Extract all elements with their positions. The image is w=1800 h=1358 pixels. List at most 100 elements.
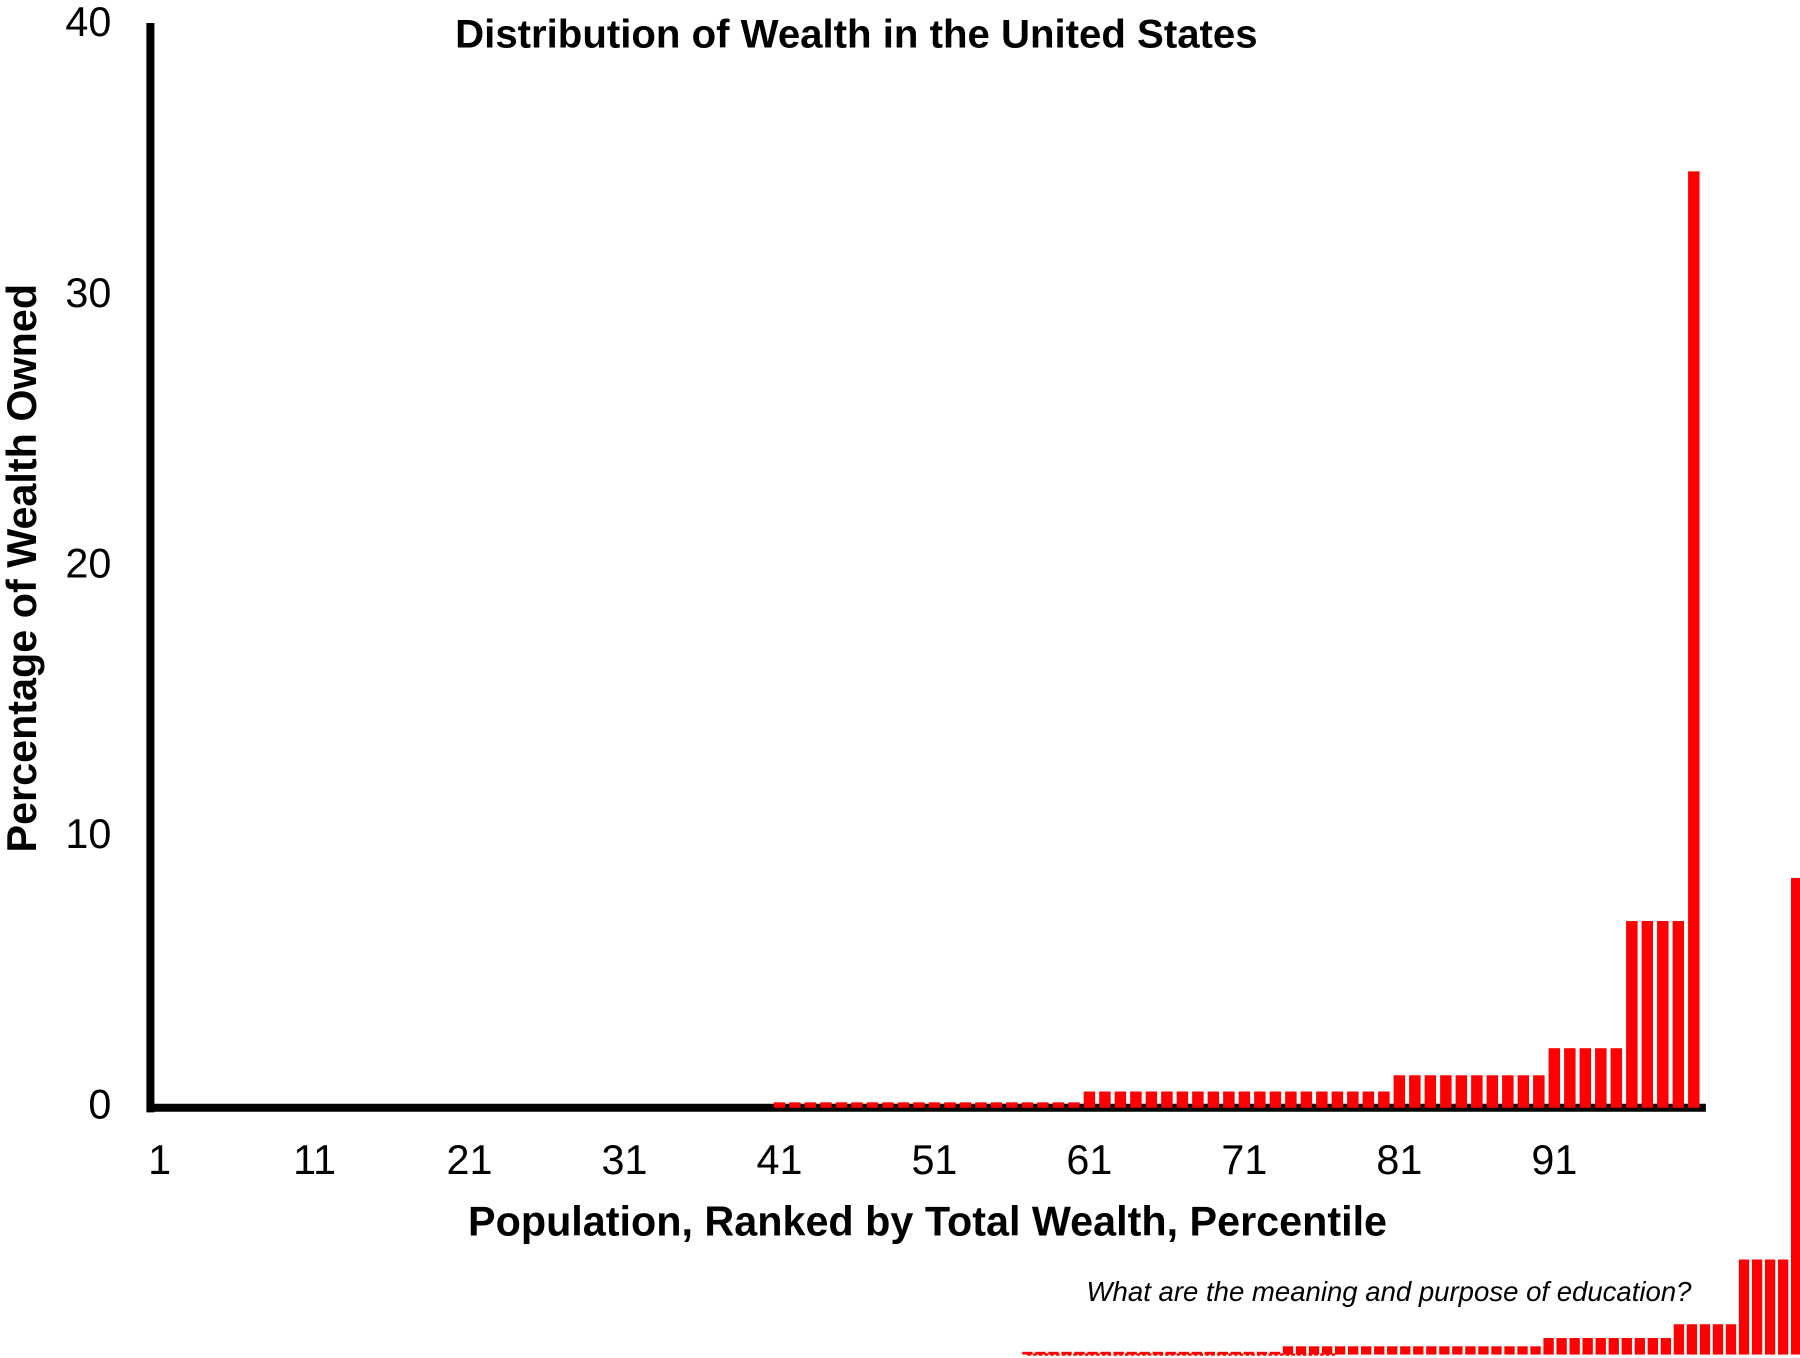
- inset-bar: [1100, 1351, 1111, 1355]
- bar: [1316, 1091, 1328, 1108]
- inset-bar: [1321, 1346, 1333, 1355]
- bar: [1641, 921, 1654, 1108]
- inset-bar: [1061, 1351, 1072, 1355]
- bar: [1192, 1091, 1204, 1108]
- bar: [1672, 921, 1685, 1108]
- bar: [1037, 1102, 1049, 1108]
- inset-bar: [1660, 1338, 1672, 1355]
- inset-bar: [1582, 1338, 1593, 1355]
- bar: [1626, 921, 1638, 1108]
- x-tick-label: 71: [1221, 1137, 1267, 1183]
- bar: [1548, 1048, 1561, 1108]
- inset-bar: [1074, 1351, 1085, 1355]
- inset-chart: [1022, 877, 1800, 1355]
- inset-bar: [1230, 1351, 1242, 1355]
- inset-bar: [1738, 1259, 1750, 1355]
- inset-bar: [1569, 1338, 1580, 1355]
- inset-bar: [1556, 1338, 1567, 1355]
- inset-bar: [1269, 1351, 1281, 1355]
- inset-bar: [1413, 1346, 1424, 1355]
- bar: [1161, 1091, 1173, 1108]
- inset-bar: [1165, 1351, 1176, 1355]
- inset-bar: [1595, 1338, 1606, 1355]
- inset-bar: [1113, 1351, 1124, 1355]
- bar: [1579, 1048, 1592, 1108]
- bar: [1455, 1075, 1468, 1108]
- inset-bar: [1139, 1351, 1150, 1355]
- bar: [1517, 1075, 1530, 1108]
- inset-bar: [1777, 1259, 1789, 1355]
- bar: [820, 1102, 832, 1108]
- inset-bar: [1517, 1346, 1528, 1355]
- inset-bar: [1426, 1346, 1437, 1355]
- inset-bar: [1725, 1324, 1737, 1355]
- bar: [913, 1102, 925, 1108]
- bar: [789, 1102, 801, 1108]
- inset-bar: [1243, 1351, 1255, 1355]
- inset-bar: [1530, 1346, 1541, 1355]
- bar: [1393, 1075, 1406, 1108]
- bar: [1083, 1091, 1096, 1108]
- inset-bar: [1491, 1346, 1502, 1355]
- inset-bar: [1295, 1346, 1307, 1355]
- bar: [1130, 1091, 1142, 1108]
- inset-bar: [1465, 1346, 1476, 1355]
- inset-bar: [1282, 1346, 1294, 1355]
- inset-bar: [1686, 1324, 1698, 1355]
- bar: [1068, 1102, 1080, 1108]
- bar: [1099, 1091, 1111, 1108]
- inset-bar: [1751, 1259, 1763, 1355]
- inset-bar: [1439, 1346, 1450, 1355]
- inset-bar: [1712, 1324, 1724, 1355]
- bar: [1006, 1102, 1018, 1108]
- y-axis-title: Percentage of Wealth Owned: [0, 284, 45, 853]
- inset-bar: [1334, 1346, 1346, 1355]
- y-tick-label: 20: [65, 540, 111, 586]
- bar: [1502, 1075, 1514, 1108]
- bar: [1362, 1091, 1375, 1108]
- y-tick-label: 30: [65, 270, 111, 316]
- inset-bar: [1048, 1351, 1059, 1355]
- inset-bar: [1361, 1346, 1372, 1355]
- y-tick-label: 0: [88, 1082, 111, 1128]
- bar: [1409, 1075, 1421, 1108]
- x-tick-label: 51: [911, 1137, 957, 1183]
- inset-bar: [1217, 1351, 1229, 1355]
- bar: [1378, 1091, 1390, 1108]
- inset-bar: [1035, 1351, 1046, 1355]
- inset-bar: [1152, 1351, 1163, 1355]
- inset-bar: [1347, 1346, 1359, 1355]
- x-tick-label: 21: [447, 1137, 493, 1183]
- inset-bar: [1504, 1346, 1515, 1355]
- inset-bar: [1452, 1346, 1463, 1355]
- x-tick-label: 81: [1376, 1137, 1422, 1183]
- inset-bar: [1478, 1346, 1489, 1355]
- x-tick-label: 91: [1531, 1137, 1577, 1183]
- bar: [882, 1102, 894, 1108]
- x-tick-label: 41: [756, 1137, 802, 1183]
- bar: [1269, 1091, 1282, 1108]
- bar: [1688, 171, 1700, 1108]
- bar: [1176, 1091, 1189, 1108]
- inset-bar: [1621, 1338, 1632, 1355]
- inset-bar: [1204, 1351, 1215, 1355]
- bar: [975, 1102, 987, 1108]
- inset-bar: [1374, 1346, 1385, 1355]
- bar: [1610, 1048, 1623, 1108]
- bar: [897, 1102, 910, 1108]
- bar: [1595, 1048, 1607, 1108]
- bar: [1207, 1091, 1220, 1108]
- bar: [1145, 1091, 1158, 1108]
- inset-bar: [1178, 1351, 1189, 1355]
- bar: [851, 1102, 863, 1108]
- inset-bar: [1126, 1351, 1137, 1355]
- x-axis-title: Population, Ranked by Total Wealth, Perc…: [468, 1199, 1387, 1245]
- x-tick-label: 1: [148, 1137, 171, 1183]
- bar: [1254, 1091, 1266, 1108]
- bar: [1486, 1075, 1499, 1108]
- bar: [1347, 1091, 1359, 1108]
- bar: [1300, 1091, 1313, 1108]
- inset-bar: [1647, 1338, 1658, 1355]
- bar: [928, 1102, 941, 1108]
